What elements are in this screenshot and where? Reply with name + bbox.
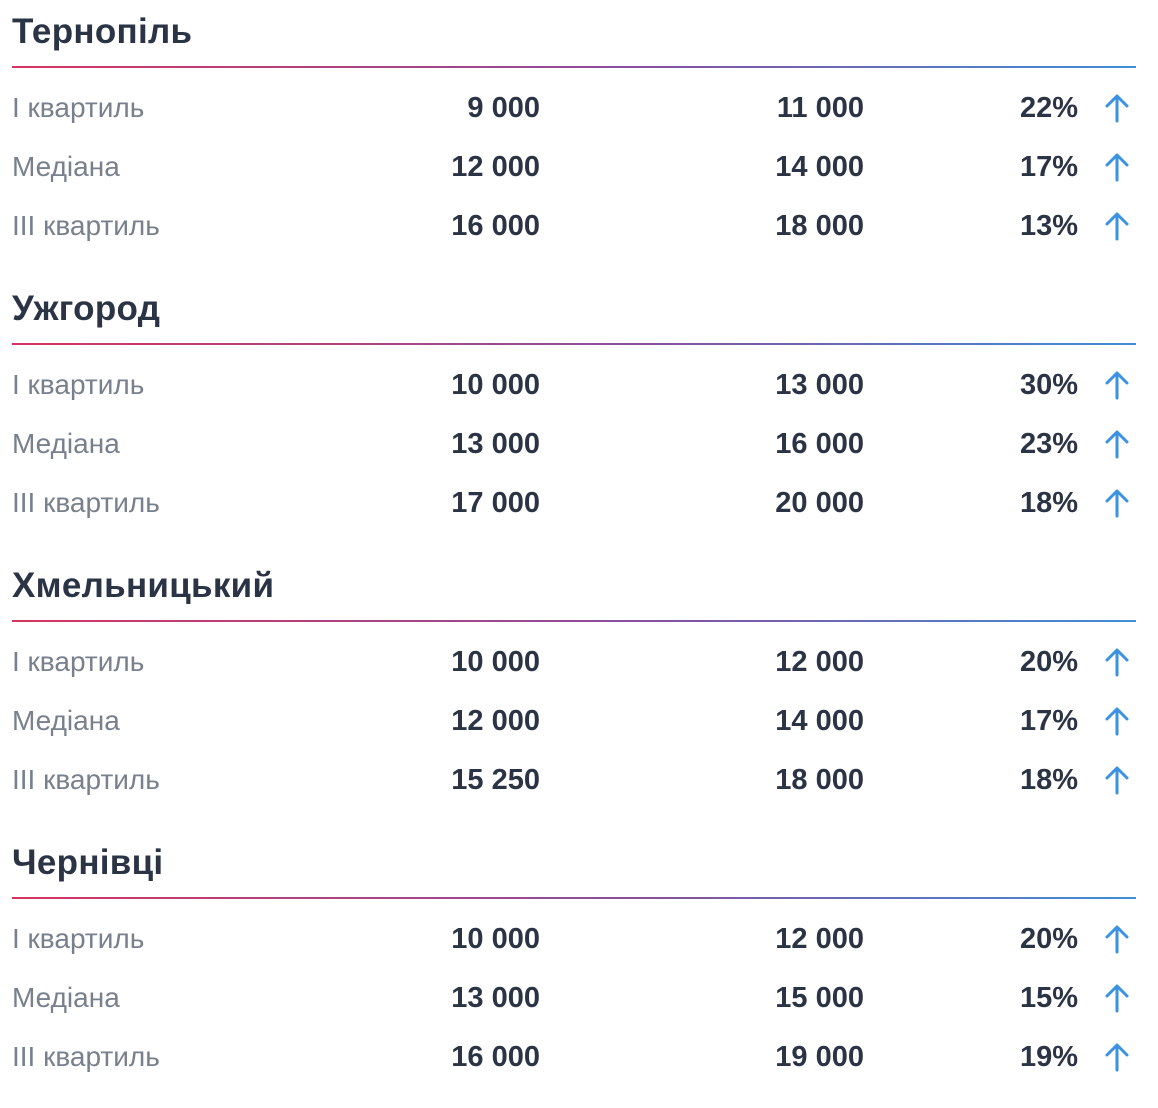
value-after: 14 000 [775,705,864,737]
row-label: І квартиль [12,646,145,677]
arrow-up-icon [1102,1041,1132,1073]
change-percent: 13% [1019,210,1078,242]
table-row: ІІІ квартиль 15 250 18 000 18% [12,758,1136,802]
arrow-up-icon [1102,764,1132,796]
table-row: Медіана 13 000 15 000 15% [12,976,1136,1020]
table-row: І квартиль 10 000 12 000 20% [12,917,1136,961]
value-before: 16 000 [451,210,540,242]
arrow-up-icon [1102,428,1132,460]
value-after: 12 000 [775,923,864,955]
city-title: Ужгород [12,289,161,328]
city-title: Чернівці [12,843,164,882]
change-percent: 18% [1019,764,1078,796]
table-row: Медіана 13 000 16 000 23% [12,422,1136,466]
row-label: І квартиль [12,923,145,954]
arrow-up-icon [1102,487,1132,519]
row-label: ІІІ квартиль [12,1041,160,1072]
value-after: 19 000 [775,1041,864,1073]
arrow-up-icon [1102,923,1132,955]
row-label: ІІІ квартиль [12,764,160,795]
value-before: 9 000 [467,92,540,124]
value-before: 15 250 [451,764,540,796]
row-label: І квартиль [12,369,145,400]
change-percent: 17% [1019,705,1078,737]
row-label: Медіана [12,151,120,182]
value-after: 13 000 [775,369,864,401]
arrow-up-icon [1102,92,1132,124]
value-before: 16 000 [451,1041,540,1073]
row-label: Медіана [12,428,120,459]
value-before: 12 000 [451,151,540,183]
value-before: 10 000 [451,646,540,678]
change-percent: 20% [1019,646,1078,678]
value-after: 14 000 [775,151,864,183]
arrow-up-icon [1102,151,1132,183]
table-row: І квартиль 9 000 11 000 22% [12,86,1136,130]
arrow-up-icon [1102,369,1132,401]
city-title: Хмельницький [12,566,275,605]
value-before: 10 000 [451,923,540,955]
city-divider [12,620,1136,622]
change-percent: 23% [1019,428,1078,460]
change-percent: 20% [1019,923,1078,955]
table-row: Медіана 12 000 14 000 17% [12,145,1136,189]
row-label: Медіана [12,705,120,736]
table-row: ІІІ квартиль 17 000 20 000 18% [12,481,1136,525]
change-percent: 15% [1019,982,1078,1014]
city-divider [12,343,1136,345]
change-percent: 22% [1019,92,1078,124]
city-divider [12,897,1136,899]
value-after: 15 000 [775,982,864,1014]
table-row: І квартиль 10 000 13 000 30% [12,363,1136,407]
row-label: І квартиль [12,92,145,123]
table-row: ІІІ квартиль 16 000 19 000 19% [12,1035,1136,1079]
row-label: Медіана [12,982,120,1013]
change-percent: 30% [1019,369,1078,401]
table-row: Медіана 12 000 14 000 17% [12,699,1136,743]
value-after: 11 000 [776,92,864,124]
value-after: 20 000 [775,487,864,519]
arrow-up-icon [1102,646,1132,678]
value-before: 12 000 [451,705,540,737]
value-after: 18 000 [775,764,864,796]
change-percent: 19% [1019,1041,1078,1073]
value-before: 17 000 [451,487,540,519]
value-after: 18 000 [775,210,864,242]
city-title: Тернопіль [12,12,193,51]
value-after: 16 000 [775,428,864,460]
city-divider [12,66,1136,68]
change-percent: 17% [1019,151,1078,183]
arrow-up-icon [1102,982,1132,1014]
row-label: ІІІ квартиль [12,487,160,518]
value-before: 10 000 [451,369,540,401]
value-after: 12 000 [775,646,864,678]
value-before: 13 000 [451,982,540,1014]
table-row: І квартиль 10 000 12 000 20% [12,640,1136,684]
value-before: 13 000 [451,428,540,460]
table-row: ІІІ квартиль 16 000 18 000 13% [12,204,1136,248]
arrow-up-icon [1102,705,1132,737]
row-label: ІІІ квартиль [12,210,160,241]
change-percent: 18% [1019,487,1078,519]
arrow-up-icon [1102,210,1132,242]
